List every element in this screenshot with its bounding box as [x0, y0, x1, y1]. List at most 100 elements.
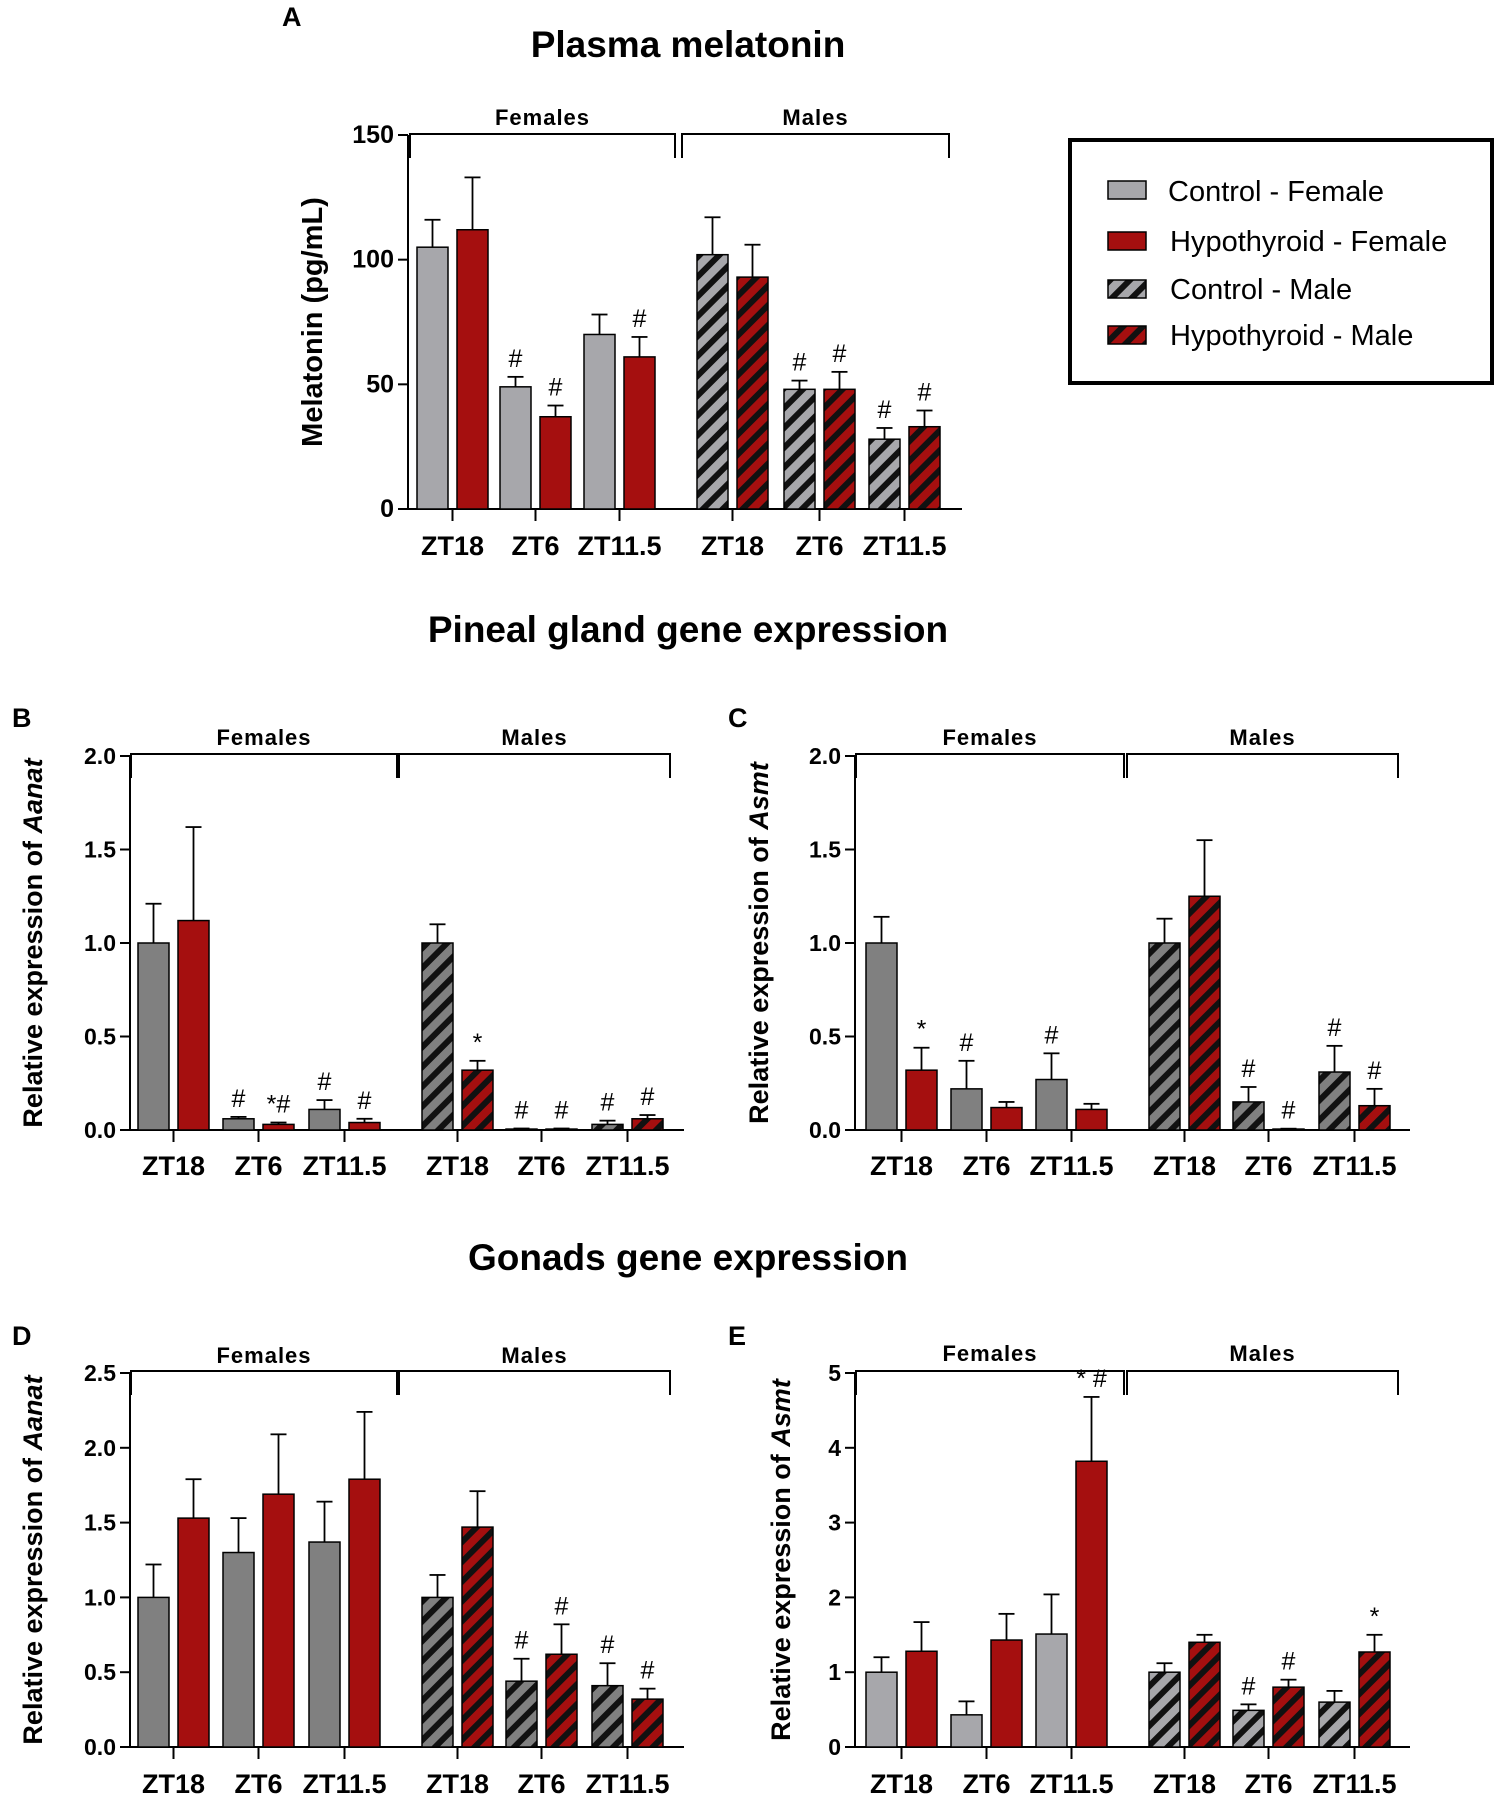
x-tick-label: ZT6: [1244, 1151, 1292, 1181]
legend-swatch-hypothyroid-female: [1107, 231, 1147, 251]
x-tick-label: ZT18: [870, 1769, 933, 1797]
bar-hypothyroid-female-ZT11.5: [348, 1121, 381, 1131]
y-tick-label: 3: [828, 1510, 841, 1536]
y-axis-label-gene: Aanat: [18, 1374, 48, 1451]
x-tick-label: ZT18: [1153, 1151, 1216, 1181]
y-tick-label: 1.5: [84, 837, 116, 863]
legend-frame: [1068, 138, 1494, 385]
significance-mark: #: [1282, 1097, 1296, 1125]
significance-mark: #: [1242, 1055, 1256, 1083]
x-tick-label: ZT18: [870, 1151, 933, 1181]
significance-mark: #: [641, 1657, 655, 1685]
group-bracket: [130, 753, 398, 778]
group-bracket: [398, 1370, 671, 1395]
x-tick-label: ZT18: [426, 1151, 489, 1181]
bar-control-female-ZT18: [137, 1596, 170, 1748]
significance-mark: #: [1282, 1648, 1296, 1676]
x-tick-label: ZT6: [511, 531, 559, 561]
group-label: Females: [942, 1341, 1037, 1366]
x-tick-label: ZT18: [142, 1769, 205, 1797]
y-axis-label-text: Relative expression of: [18, 833, 48, 1127]
x-tick-label: ZT6: [517, 1769, 565, 1797]
group-label: Males: [501, 725, 567, 750]
x-tick-label: ZT18: [421, 531, 484, 561]
bar-hypothyroid-male-ZT18: [736, 276, 769, 510]
legend-swatch-control-female: [1107, 180, 1147, 200]
x-tick-label: ZT18: [1153, 1769, 1216, 1797]
y-axis-label-gene: Asmt: [744, 761, 774, 831]
bar-hypothyroid-male-ZT18: [461, 1069, 494, 1131]
bar-control-male-ZT11.5: [868, 438, 901, 510]
chart-title: Plasma melatonin: [531, 24, 846, 65]
x-tick-label: ZT6: [234, 1151, 282, 1181]
bar-hypothyroid-male-ZT6: [823, 388, 856, 510]
y-axis-label-text: Relative expression of: [744, 830, 774, 1124]
group-bracket: [681, 133, 950, 158]
significance-mark: * #: [1076, 1365, 1107, 1393]
bar-control-female-ZT6: [222, 1118, 255, 1131]
x-tick-label: ZT11.5: [577, 531, 661, 561]
bar-hypothyroid-female-ZT18: [456, 228, 489, 510]
group-label: Males: [501, 1343, 567, 1368]
x-tick-label: ZT6: [1244, 1769, 1292, 1797]
bar-hypothyroid-female-ZT18: [177, 1517, 210, 1748]
significance-mark: #: [793, 349, 807, 377]
y-tick-label: 2.0: [809, 743, 841, 769]
bar-hypothyroid-female-ZT11.5: [1075, 1108, 1108, 1131]
panel-letter: E: [728, 1321, 746, 1351]
x-tick-label: ZT11.5: [585, 1769, 669, 1797]
legend-label-control-female: Control - Female: [1168, 176, 1384, 208]
significance-mark: #: [515, 1097, 529, 1125]
bar-hypothyroid-male-ZT6: [1272, 1686, 1305, 1748]
bar-control-male-ZT6: [783, 388, 816, 510]
significance-mark: #: [1368, 1057, 1382, 1085]
bar-hypothyroid-male-ZT11.5: [1358, 1651, 1391, 1748]
bar-control-male-ZT18: [421, 1596, 454, 1748]
significance-mark: #: [878, 396, 892, 424]
significance-mark: #: [960, 1029, 974, 1057]
panel-E: E 0 1 2 3 4 5 Relative expression of Asmt Female…: [728, 1321, 1410, 1797]
y-tick-label: 1.0: [809, 930, 841, 956]
significance-mark: #: [1242, 1672, 1256, 1700]
bar-control-female-ZT18: [137, 942, 170, 1131]
bar-hypothyroid-female-ZT6: [990, 1106, 1023, 1131]
y-axis-label-gene: Aanat: [18, 757, 48, 834]
x-tick-label: ZT6: [234, 1769, 282, 1797]
bar-control-female-ZT18: [416, 246, 449, 510]
bar-hypothyroid-female-ZT11.5: [1075, 1460, 1108, 1748]
y-axis-label-text: Melatonin (pg/mL): [297, 197, 329, 447]
bar-control-female-ZT11.5: [308, 1541, 341, 1748]
group-label: Males: [1229, 725, 1295, 750]
y-axis-label: Relative expression of Asmt: [744, 761, 774, 1124]
group-bracket: [855, 753, 1125, 778]
bar-control-female-ZT11.5: [308, 1108, 341, 1131]
significance-mark: #: [601, 1631, 615, 1659]
bar-control-female-ZT18: [865, 1671, 898, 1748]
legend: Control - Female Hypothyroid - Female Co…: [1068, 138, 1494, 385]
y-tick-label: 50: [366, 370, 394, 398]
x-tick-label: ZT11.5: [1029, 1151, 1113, 1181]
x-tick-label: ZT11.5: [302, 1769, 386, 1797]
significance-mark: #: [633, 305, 647, 333]
panel-C: C 0.0 0.5 1.0 1.5 2.0 Relative expression of A…: [728, 703, 1410, 1181]
significance-mark: #: [918, 379, 932, 407]
y-axis-label: Melatonin (pg/mL): [297, 197, 329, 447]
y-tick-label: 0.0: [84, 1117, 116, 1143]
bar-hypothyroid-male-ZT18: [461, 1526, 494, 1748]
significance-mark: *#: [267, 1091, 291, 1119]
significance-mark: #: [555, 1097, 569, 1125]
y-tick-label: 0: [828, 1734, 841, 1760]
bar-control-male-ZT6: [1232, 1709, 1265, 1748]
group-bracket: [409, 133, 676, 158]
bar-control-male-ZT18: [696, 253, 729, 510]
x-tick-label: ZT11.5: [1312, 1151, 1396, 1181]
bar-control-female-ZT11.5: [1035, 1633, 1068, 1748]
group-label: Males: [782, 105, 848, 130]
bar-hypothyroid-male-ZT11.5: [631, 1698, 664, 1748]
bar-hypothyroid-male-ZT11.5: [631, 1118, 664, 1131]
significance-mark: #: [509, 345, 523, 373]
bar-control-male-ZT6: [505, 1680, 538, 1748]
significance-mark: #: [318, 1068, 332, 1096]
bar-hypothyroid-male-ZT11.5: [1358, 1104, 1391, 1131]
x-tick-label: ZT18: [142, 1151, 205, 1181]
